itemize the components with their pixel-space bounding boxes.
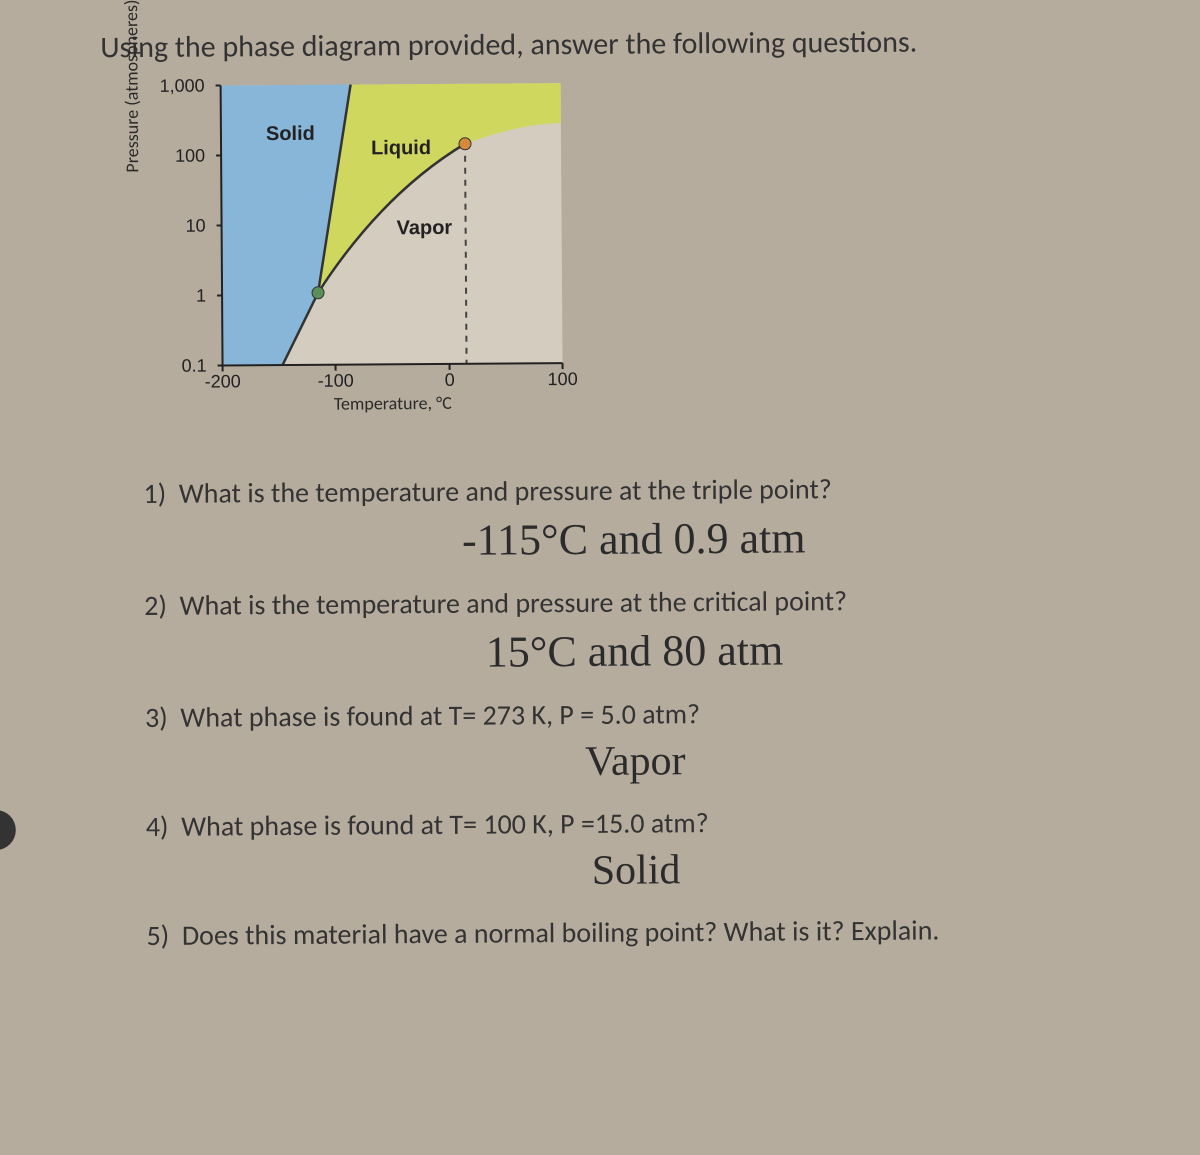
question-3: 3) What phase is found at T= 273 K, P = … [145,693,1165,735]
xtick: -100 [306,370,366,391]
triple-point-marker [312,287,324,299]
answer-1: -115°C and 0.9 atm [104,510,1164,568]
binder-hole [0,810,16,850]
ytick: 1 [146,286,206,307]
q-number: 2) [144,588,167,623]
answer-3: Vapor [105,734,1165,789]
x-axis-label: Temperature, °C [223,391,563,415]
phase-diagram-svg: Solid Liquid Vapor [221,83,563,365]
worksheet-page: Using the phase diagram provided, answer… [0,0,1200,1155]
question-2: 2) What is the temperature and pressure … [144,581,1164,623]
solid-label: Solid [266,123,315,145]
ytick: 10 [146,216,206,237]
page-title: Using the phase diagram provided, answer… [100,22,1160,66]
q-prompt: What is the temperature and pressure at … [179,471,832,511]
ytick: 1,000 [145,76,205,97]
phase-diagram: Pressure (atmospheres) 1,000 100 10 1 0.… [141,82,663,416]
vapor-label: Vapor [397,217,453,239]
question-5: 5) Does this material have a normal boil… [146,911,1166,953]
ytick: 100 [145,146,205,167]
answer-2: 15°C and 80 atm [104,622,1164,680]
critical-point-marker [459,138,471,150]
xtick: 0 [420,370,480,391]
question-1: 1) What is the temperature and pressure … [143,469,1163,511]
q-number: 5) [146,918,169,953]
q-prompt: Does this material have a normal boiling… [182,912,940,952]
q-number: 1) [143,476,166,511]
q-prompt: What phase is found at T= 100 K, P =15.0… [181,805,709,844]
question-4: 4) What phase is found at T= 100 K, P =1… [146,802,1166,844]
questions-list: 1) What is the temperature and pressure … [103,469,1166,953]
xtick: 100 [533,369,593,390]
answer-4: Solid [106,843,1166,898]
q-number: 4) [146,809,169,844]
q-prompt: What is the temperature and pressure at … [179,583,847,623]
liquid-label: Liquid [371,137,431,159]
q-number: 3) [145,700,168,735]
xtick: -200 [193,371,253,392]
y-ticks: 1,000 100 10 1 0.1 [141,86,213,366]
q-prompt: What phase is found at T= 273 K, P = 5.0… [180,696,700,735]
